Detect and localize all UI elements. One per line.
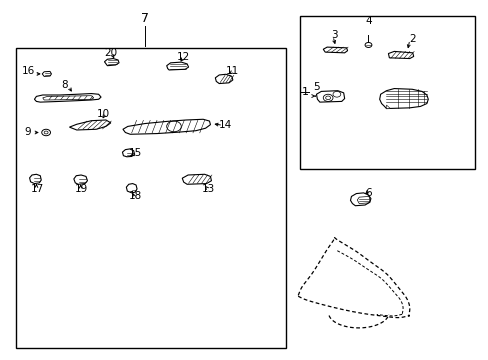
Text: 1: 1 (301, 87, 308, 98)
Text: 17: 17 (31, 184, 44, 194)
Text: 6: 6 (365, 188, 371, 198)
Text: 2: 2 (408, 34, 415, 44)
Bar (300, 16, 474, 169)
Text: 11: 11 (225, 66, 239, 76)
Text: 20: 20 (104, 48, 117, 58)
Text: 14: 14 (218, 120, 231, 130)
Text: 16: 16 (21, 66, 35, 76)
Text: 18: 18 (128, 191, 142, 201)
Text: 5: 5 (312, 82, 319, 92)
Text: 19: 19 (75, 184, 88, 194)
Text: 4: 4 (365, 16, 371, 26)
Text: 8: 8 (61, 80, 68, 90)
Text: 7: 7 (141, 12, 148, 24)
Text: 15: 15 (128, 148, 142, 158)
Text: 9: 9 (25, 127, 31, 137)
Text: 12: 12 (177, 52, 190, 62)
Text: 10: 10 (97, 109, 110, 119)
Bar (16, 48, 285, 348)
Text: 3: 3 (330, 30, 337, 40)
Polygon shape (386, 105, 389, 109)
Text: 13: 13 (201, 184, 214, 194)
